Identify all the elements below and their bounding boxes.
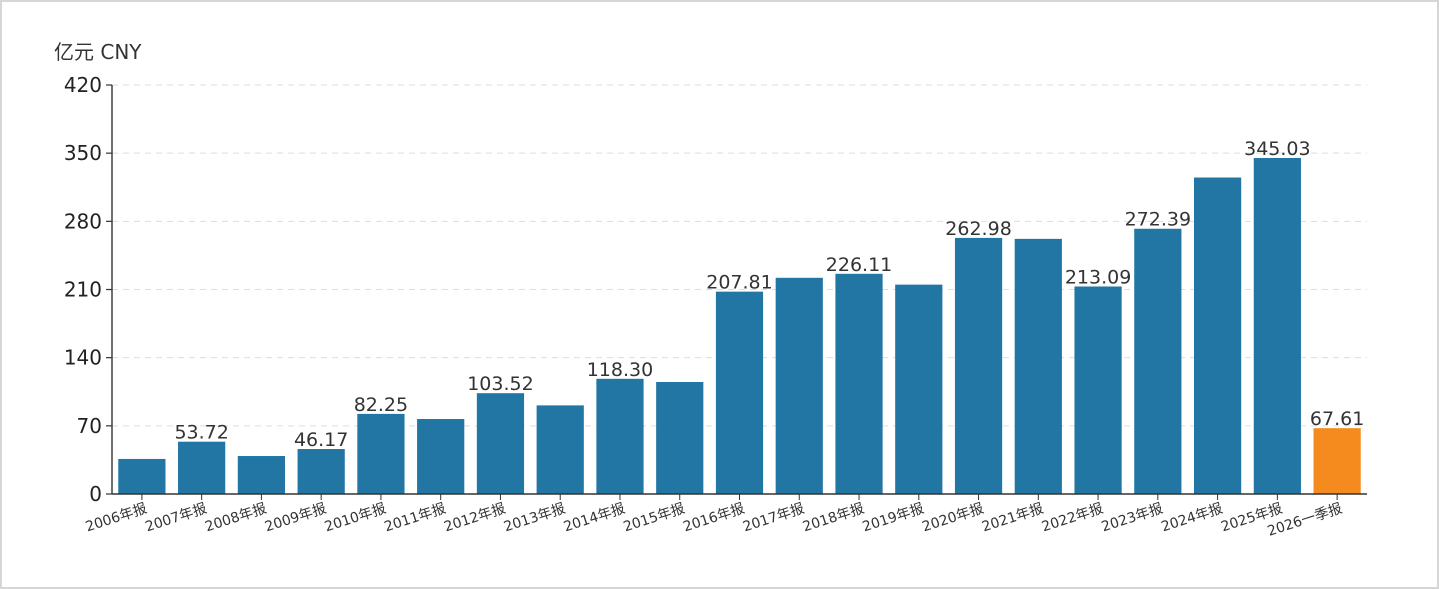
y-tick-label: 140 [64,346,102,370]
x-tick-label: 2007年报 [143,501,208,536]
data-label: 103.52 [467,373,533,395]
x-tick-label: 2011年报 [382,501,447,536]
bar[interactable] [656,382,704,494]
bars [118,158,1361,494]
y-tick-label: 350 [64,141,102,165]
x-tick-label: 2015年报 [622,501,687,536]
x-tick-label: 2017年报 [741,501,806,536]
data-labels: 53.72 46.17 82.25 103.52 118.30 207.81 226.11 2… [174,138,1364,451]
data-label: 46.17 [294,429,348,451]
x-tick-label: 2009年报 [263,501,328,536]
bar[interactable] [1313,428,1361,494]
bar[interactable] [954,237,1003,494]
data-label: 345.03 [1244,138,1310,160]
bar[interactable] [178,441,226,494]
bar[interactable] [357,413,405,494]
y-tick-label: 280 [64,209,102,233]
bar[interactable] [715,291,764,494]
x-tick-label: 2010年报 [323,501,388,536]
y-axis: 0 70 140 210 280 350 420 [64,73,113,506]
bar[interactable] [835,273,883,494]
y-tick-label: 420 [64,73,102,97]
x-tick-label: 2018年报 [801,501,866,536]
x-tick-label: 2019年报 [861,501,926,536]
data-label: 226.11 [826,254,892,276]
x-tick-label: 2013年报 [502,501,567,536]
bar[interactable] [536,405,584,494]
bar[interactable] [417,419,465,494]
x-tick-label: 2020年报 [920,501,985,536]
x-tick-label: 2012年报 [442,501,507,536]
x-tick-label: 2016年报 [681,501,746,536]
x-tick-label: 2014年报 [562,501,627,536]
bar[interactable] [118,458,166,494]
x-axis: 2006年报2007年报2008年报2009年报2010年报2011年报2012… [84,493,1367,540]
x-tick-label: 2008年报 [203,501,268,536]
x-tick-label: 2022年报 [1040,501,1105,536]
bar[interactable] [476,393,525,494]
bar[interactable] [1253,158,1301,494]
data-label: 82.25 [354,394,408,416]
x-tick-label: 2021年报 [980,501,1045,536]
data-label: 118.30 [587,359,653,381]
bar[interactable] [895,284,943,494]
bar[interactable] [775,277,823,494]
y-tick-label: 210 [64,278,102,302]
x-tick-label: 2024年报 [1159,501,1224,536]
bar[interactable] [1134,228,1182,494]
data-label: 67.61 [1310,408,1364,430]
bar[interactable] [297,449,345,494]
data-label: 272.39 [1125,209,1191,231]
bar[interactable] [1074,286,1122,494]
x-tick-label: 2023年报 [1100,501,1165,536]
data-label: 207.81 [706,272,772,294]
bar[interactable] [1193,177,1242,494]
bar[interactable] [237,456,286,494]
data-label: 53.72 [174,422,228,444]
y-tick-label: 70 [77,414,102,438]
data-label: 213.09 [1065,266,1131,288]
y-tick-label: 0 [89,482,102,506]
bar[interactable] [1014,238,1062,494]
bar[interactable] [596,378,644,494]
unit-label: 亿元 CNY [54,40,142,64]
data-label: 262.98 [945,218,1011,240]
